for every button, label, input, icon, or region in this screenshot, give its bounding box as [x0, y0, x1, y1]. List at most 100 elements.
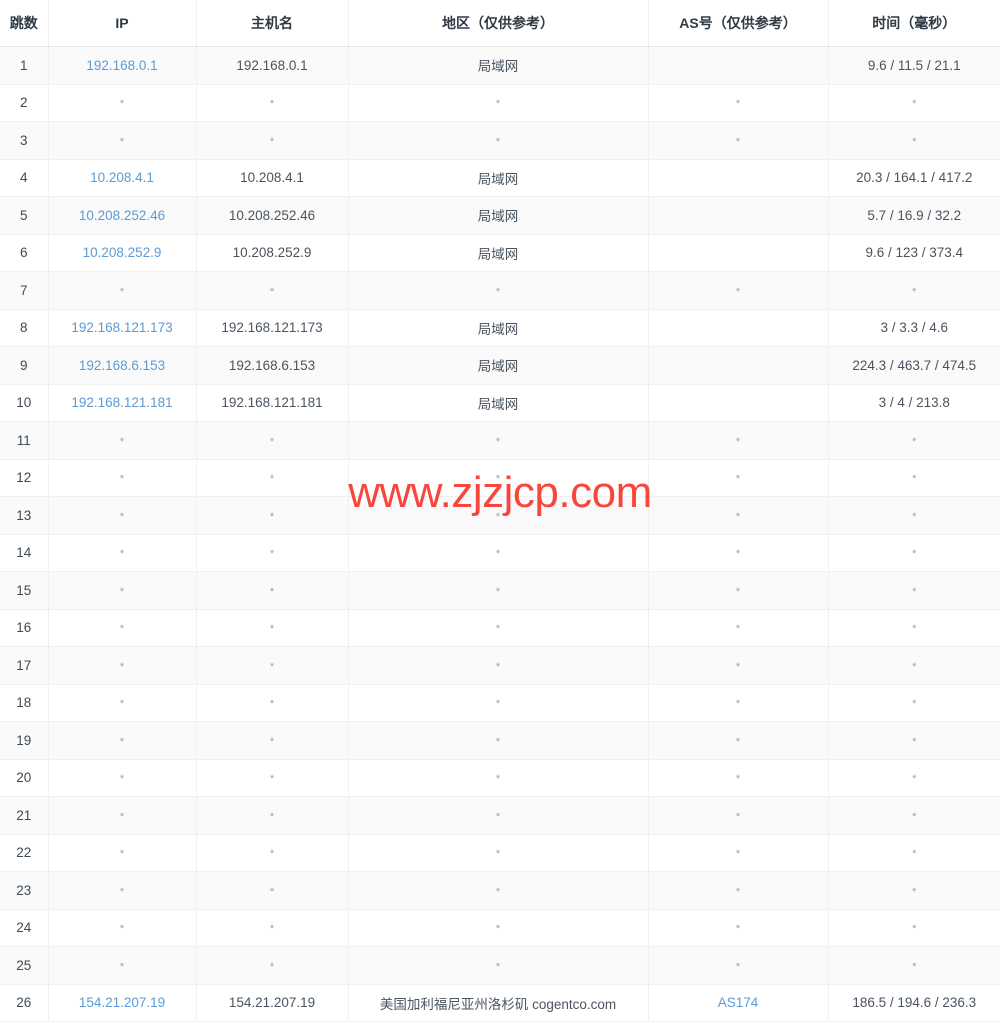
- no-response-marker: *: [269, 98, 275, 111]
- no-response-marker: *: [269, 435, 275, 448]
- cell-hostname: *: [196, 609, 349, 647]
- cell-hostname: *: [196, 909, 349, 947]
- cell-hop-text: 14: [16, 545, 32, 561]
- cell-hop: 24: [0, 909, 49, 947]
- cell-ip[interactable]: 10.208.4.1: [48, 159, 197, 197]
- cell-time-text: 9.6 / 11.5 / 21.1: [867, 57, 961, 73]
- ip-link[interactable]: 192.168.0.1: [86, 57, 158, 73]
- no-response-marker: *: [269, 585, 275, 598]
- no-response-marker: *: [495, 135, 501, 148]
- cell-asn[interactable]: AS174: [648, 984, 829, 1022]
- cell-ip[interactable]: 10.208.252.9: [48, 234, 197, 272]
- cell-time: *: [828, 946, 1000, 985]
- table-row: 9 192.168.6.153 192.168.6.153 局域网 224.3 / 46…: [0, 346, 1000, 385]
- column-header-ip: IP: [48, 0, 197, 47]
- cell-region: 局域网: [348, 159, 649, 197]
- cell-hop-text: 6: [19, 245, 28, 261]
- no-response-marker: *: [119, 548, 125, 561]
- no-response-marker: *: [912, 773, 917, 786]
- table-row: 12 * * * * *: [0, 459, 1000, 497]
- no-response-marker: *: [912, 660, 917, 673]
- cell-region: *: [348, 834, 649, 872]
- column-header-geo: 地区（仅供参考）: [348, 0, 649, 47]
- no-response-marker: *: [912, 98, 917, 111]
- cell-asn: *: [648, 796, 829, 835]
- cell-ip: *: [48, 684, 197, 722]
- cell-hop: 21: [0, 796, 49, 835]
- cell-time: *: [828, 496, 1000, 535]
- cell-region-text: 局域网: [477, 171, 519, 187]
- no-response-marker: *: [119, 735, 125, 748]
- cell-hop: 25: [0, 946, 49, 985]
- ip-link[interactable]: 192.168.6.153: [78, 357, 166, 373]
- cell-region-text: 局域网: [477, 359, 519, 375]
- cell-ip: *: [48, 646, 197, 685]
- cell-hostname: 10.208.4.1: [196, 159, 349, 197]
- cell-ip[interactable]: 192.168.0.1: [48, 46, 197, 85]
- cell-ip[interactable]: 192.168.121.181: [48, 384, 197, 422]
- no-response-marker: *: [269, 848, 275, 861]
- cell-ip: *: [48, 759, 197, 797]
- column-header-time: 时间（毫秒）: [828, 0, 1000, 47]
- cell-hostname: *: [196, 271, 349, 310]
- cell-hostname: 10.208.252.46: [196, 196, 349, 235]
- cell-ip: *: [48, 459, 197, 497]
- cell-region: *: [348, 459, 649, 497]
- cell-ip[interactable]: 10.208.252.46: [48, 196, 197, 235]
- ip-link[interactable]: 154.21.207.19: [78, 995, 166, 1011]
- cell-region: *: [348, 759, 649, 797]
- cell-region: 局域网: [348, 234, 649, 272]
- cell-hostname: *: [196, 834, 349, 872]
- table-row: 6 10.208.252.9 10.208.252.9 局域网 9.6 / 123 / …: [0, 234, 1000, 272]
- no-response-marker: *: [119, 585, 125, 598]
- no-response-marker: *: [735, 98, 741, 111]
- cell-hop-text: 1: [19, 57, 28, 73]
- cell-hop-text: 8: [19, 320, 28, 336]
- ip-link[interactable]: 192.168.121.181: [71, 395, 173, 411]
- no-response-marker: *: [735, 585, 741, 598]
- cell-asn: *: [648, 271, 829, 310]
- cell-hop-text: 10: [16, 395, 32, 411]
- cell-hop: 16: [0, 609, 49, 647]
- cell-ip[interactable]: 154.21.207.19: [48, 984, 197, 1022]
- no-response-marker: *: [269, 960, 275, 973]
- table-row: 24 * * * * *: [0, 909, 1000, 947]
- no-response-marker: *: [912, 623, 917, 636]
- table-row: 15 * * * * *: [0, 571, 1000, 610]
- ip-link[interactable]: 10.208.252.9: [82, 245, 162, 261]
- cell-time: *: [828, 834, 1000, 872]
- table-row: 25 * * * * *: [0, 946, 1000, 985]
- cell-ip[interactable]: 192.168.6.153: [48, 346, 197, 385]
- ip-link[interactable]: 10.208.4.1: [90, 170, 154, 186]
- no-response-marker: *: [735, 548, 741, 561]
- no-response-marker: *: [119, 435, 125, 448]
- no-response-marker: *: [912, 848, 917, 861]
- cell-hop-text: 21: [16, 807, 32, 823]
- cell-time: *: [828, 459, 1000, 497]
- no-response-marker: *: [912, 585, 917, 598]
- cell-time: *: [828, 646, 1000, 685]
- cell-hop: 2: [0, 84, 49, 122]
- table-row: 2 * * * * *: [0, 84, 1000, 122]
- no-response-marker: *: [735, 735, 741, 748]
- cell-hop: 23: [0, 871, 49, 910]
- cell-time-text: 3 / 4 / 213.8: [878, 395, 950, 411]
- cell-hop: 11: [0, 421, 49, 460]
- as-number-link[interactable]: AS174: [717, 995, 759, 1011]
- cell-hop: 10: [0, 384, 49, 422]
- ip-link[interactable]: 192.168.121.173: [71, 320, 173, 336]
- cell-hostname-text: 10.208.252.9: [232, 245, 312, 261]
- cell-region-text: 局域网: [477, 246, 519, 262]
- cell-hop: 6: [0, 234, 49, 272]
- cell-asn: [648, 309, 829, 347]
- cell-hop: 1: [0, 46, 49, 85]
- ip-link[interactable]: 10.208.252.46: [78, 207, 166, 223]
- cell-region: *: [348, 909, 649, 947]
- cell-ip[interactable]: 192.168.121.173: [48, 309, 197, 347]
- no-response-marker: *: [495, 923, 501, 936]
- cell-asn: *: [648, 571, 829, 610]
- cell-region: *: [348, 534, 649, 572]
- cell-asn: [648, 159, 829, 197]
- cell-hop: 4: [0, 159, 49, 197]
- cell-hostname: *: [196, 796, 349, 835]
